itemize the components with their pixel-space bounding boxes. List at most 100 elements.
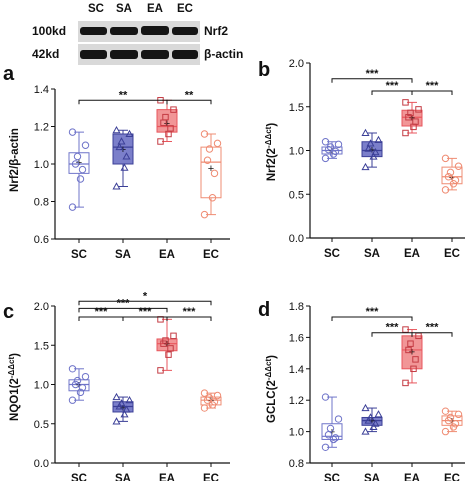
blot-column-label: SC xyxy=(88,3,104,15)
blot-strip xyxy=(78,44,200,65)
y-tick-label: 1.4 xyxy=(34,84,49,96)
panel-letter-d: d xyxy=(258,299,270,321)
box xyxy=(68,152,90,174)
significance-label: *** xyxy=(95,306,109,318)
data-point xyxy=(210,398,219,406)
blot-band xyxy=(80,50,107,59)
data-point xyxy=(407,340,414,347)
y-tick-label: 1.5 xyxy=(289,102,304,114)
y-tick-label: 1.8 xyxy=(289,301,304,313)
data-point xyxy=(441,186,450,194)
significance-label: *** xyxy=(426,322,440,334)
significance-label: *** xyxy=(386,80,400,92)
y-axis-title: Nrf2/β-actin xyxy=(9,128,21,192)
data-point xyxy=(125,395,134,404)
y-tick-label: 0.6 xyxy=(34,234,49,246)
y-tick-label: 0.0 xyxy=(289,233,304,245)
data-point xyxy=(117,137,126,145)
data-point xyxy=(78,383,87,392)
x-tick-label: SC xyxy=(324,473,340,481)
x-tick-label: SC xyxy=(324,248,340,260)
data-point xyxy=(81,141,90,149)
blot-protein-label: Nrf2 xyxy=(204,24,228,38)
significance-bracket xyxy=(78,300,212,306)
data-point xyxy=(203,156,212,164)
x-tick-label: SC xyxy=(71,249,87,261)
data-point xyxy=(412,356,419,363)
blot-protein-label: β-actin xyxy=(204,47,243,61)
data-point xyxy=(68,128,77,136)
blot-band xyxy=(110,27,138,35)
y-tick-label: 2.0 xyxy=(289,58,304,70)
data-point xyxy=(167,345,174,352)
y-tick-label: 1.4 xyxy=(289,364,304,376)
chart-panels: 0.60.81.01.21.4SC+SA+EA+EC+** **0.00.51.0… xyxy=(34,58,465,485)
significance-label: *** xyxy=(426,80,440,92)
significance-bracket xyxy=(411,90,453,95)
y-axis-title: GCLC(2-ΔΔct) xyxy=(264,355,279,423)
y-tick-label: 0.5 xyxy=(34,419,49,431)
data-point xyxy=(441,154,450,163)
data-point xyxy=(329,435,338,444)
blot-strip xyxy=(78,21,200,42)
data-point xyxy=(366,139,375,147)
data-point xyxy=(446,413,455,422)
blot-band xyxy=(110,50,138,59)
data-point xyxy=(331,147,340,156)
significance-label: ** xyxy=(185,89,194,101)
y-tick-label: 0.5 xyxy=(289,189,304,201)
box xyxy=(321,423,343,440)
significance-label: *** xyxy=(366,68,380,80)
x-tick-label: SA xyxy=(115,249,131,261)
data-point xyxy=(361,403,370,412)
significance-bracket xyxy=(166,316,212,321)
blot-column-label: EA xyxy=(147,3,163,15)
data-point xyxy=(405,114,412,121)
data-point xyxy=(112,126,121,134)
data-point xyxy=(162,113,169,121)
blot-band xyxy=(141,50,169,59)
mean-marker: + xyxy=(120,402,126,414)
data-point xyxy=(73,376,82,385)
data-point xyxy=(115,142,124,151)
y-tick-label: 2.0 xyxy=(34,301,49,313)
data-point xyxy=(68,365,77,373)
mean-marker: + xyxy=(329,427,335,439)
data-point xyxy=(441,427,450,436)
data-point xyxy=(326,424,335,433)
data-point xyxy=(444,173,453,181)
data-point xyxy=(321,138,330,146)
y-tick-label: 1.6 xyxy=(289,332,304,344)
data-point xyxy=(210,169,219,178)
significance-label: *** xyxy=(386,322,400,334)
y-tick-label: 1.2 xyxy=(289,395,304,407)
x-tick-label: EA xyxy=(404,473,420,481)
data-point xyxy=(374,410,383,418)
x-tick-label: EC xyxy=(203,249,219,261)
data-point xyxy=(321,443,330,451)
y-tick-label: 1.2 xyxy=(34,122,49,134)
x-tick-label: EC xyxy=(444,248,460,260)
box xyxy=(441,166,463,185)
x-tick-label: EC xyxy=(203,473,219,481)
data-point xyxy=(68,396,77,404)
data-point xyxy=(81,372,90,381)
data-point xyxy=(157,367,164,374)
mean-marker: + xyxy=(164,339,170,351)
significance-label: *** xyxy=(183,306,197,318)
significance-bracket xyxy=(166,99,212,105)
data-point xyxy=(213,391,222,400)
y-tick-label: 1.5 xyxy=(34,340,49,352)
x-tick-label: SC xyxy=(71,473,87,481)
data-point xyxy=(125,129,134,138)
data-point xyxy=(78,165,87,174)
data-point xyxy=(407,109,414,117)
y-tick-label: 0.0 xyxy=(34,458,49,470)
blot-column-label: EC xyxy=(177,3,193,15)
significance-label: *** xyxy=(117,297,131,309)
data-point xyxy=(122,405,131,413)
data-point xyxy=(122,152,131,160)
data-point xyxy=(200,404,209,412)
data-point xyxy=(165,351,172,358)
